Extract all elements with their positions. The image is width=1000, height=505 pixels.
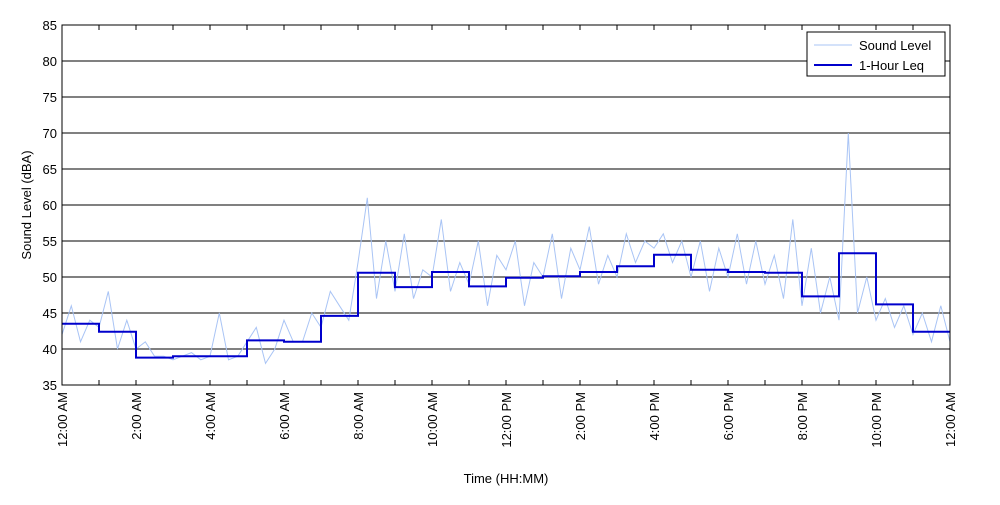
x-axis: 12:00 AM 2:00 AM 4:00 AM 6:00 AM 8:00 AM 10:0… <box>55 25 958 448</box>
y-tick-label: 50 <box>43 270 57 285</box>
series-layer <box>61 132 951 365</box>
y-tick-label: 55 <box>43 234 57 249</box>
x-tick-label: 4:00 AM <box>203 392 218 440</box>
legend: Sound Level 1-Hour Leq <box>806 31 946 77</box>
x-tick-label: 2:00 PM <box>573 392 588 440</box>
x-axis-label: Time (HH:MM) <box>464 471 549 486</box>
y-tick-label: 85 <box>43 18 57 33</box>
legend-label-1-hour-leq: 1-Hour Leq <box>859 58 924 73</box>
x-tick-label: 10:00 AM <box>425 392 440 447</box>
y-tick-label: 70 <box>43 126 57 141</box>
x-tick-label: 6:00 PM <box>721 392 736 440</box>
series-1-hour-leq <box>62 252 950 359</box>
x-tick-label: 8:00 AM <box>351 392 366 440</box>
x-tick-label: 12:00 AM <box>943 392 958 447</box>
y-axis-label: Sound Level (dBA) <box>19 150 34 259</box>
x-tick-label: 12:00 PM <box>499 392 514 448</box>
x-tick-label: 2:00 AM <box>129 392 144 440</box>
y-tick-label: 40 <box>43 342 57 357</box>
y-tick-label: 75 <box>43 90 57 105</box>
y-tick-label: 45 <box>43 306 57 321</box>
y-tick-label: 35 <box>43 378 57 393</box>
x-tick-label: 4:00 PM <box>647 392 662 440</box>
y-tick-label: 60 <box>43 198 57 213</box>
x-tick-label: 6:00 AM <box>277 392 292 440</box>
y-axis: 35 40 45 50 55 60 65 70 75 80 85 <box>43 18 57 393</box>
y-tick-label: 80 <box>43 54 57 69</box>
legend-label-sound-level: Sound Level <box>859 38 931 53</box>
x-tick-label: 10:00 PM <box>869 392 884 448</box>
x-tick-label: 8:00 PM <box>795 392 810 440</box>
legend-box <box>806 31 946 77</box>
y-tick-label: 65 <box>43 162 57 177</box>
x-tick-label: 12:00 AM <box>55 392 70 447</box>
